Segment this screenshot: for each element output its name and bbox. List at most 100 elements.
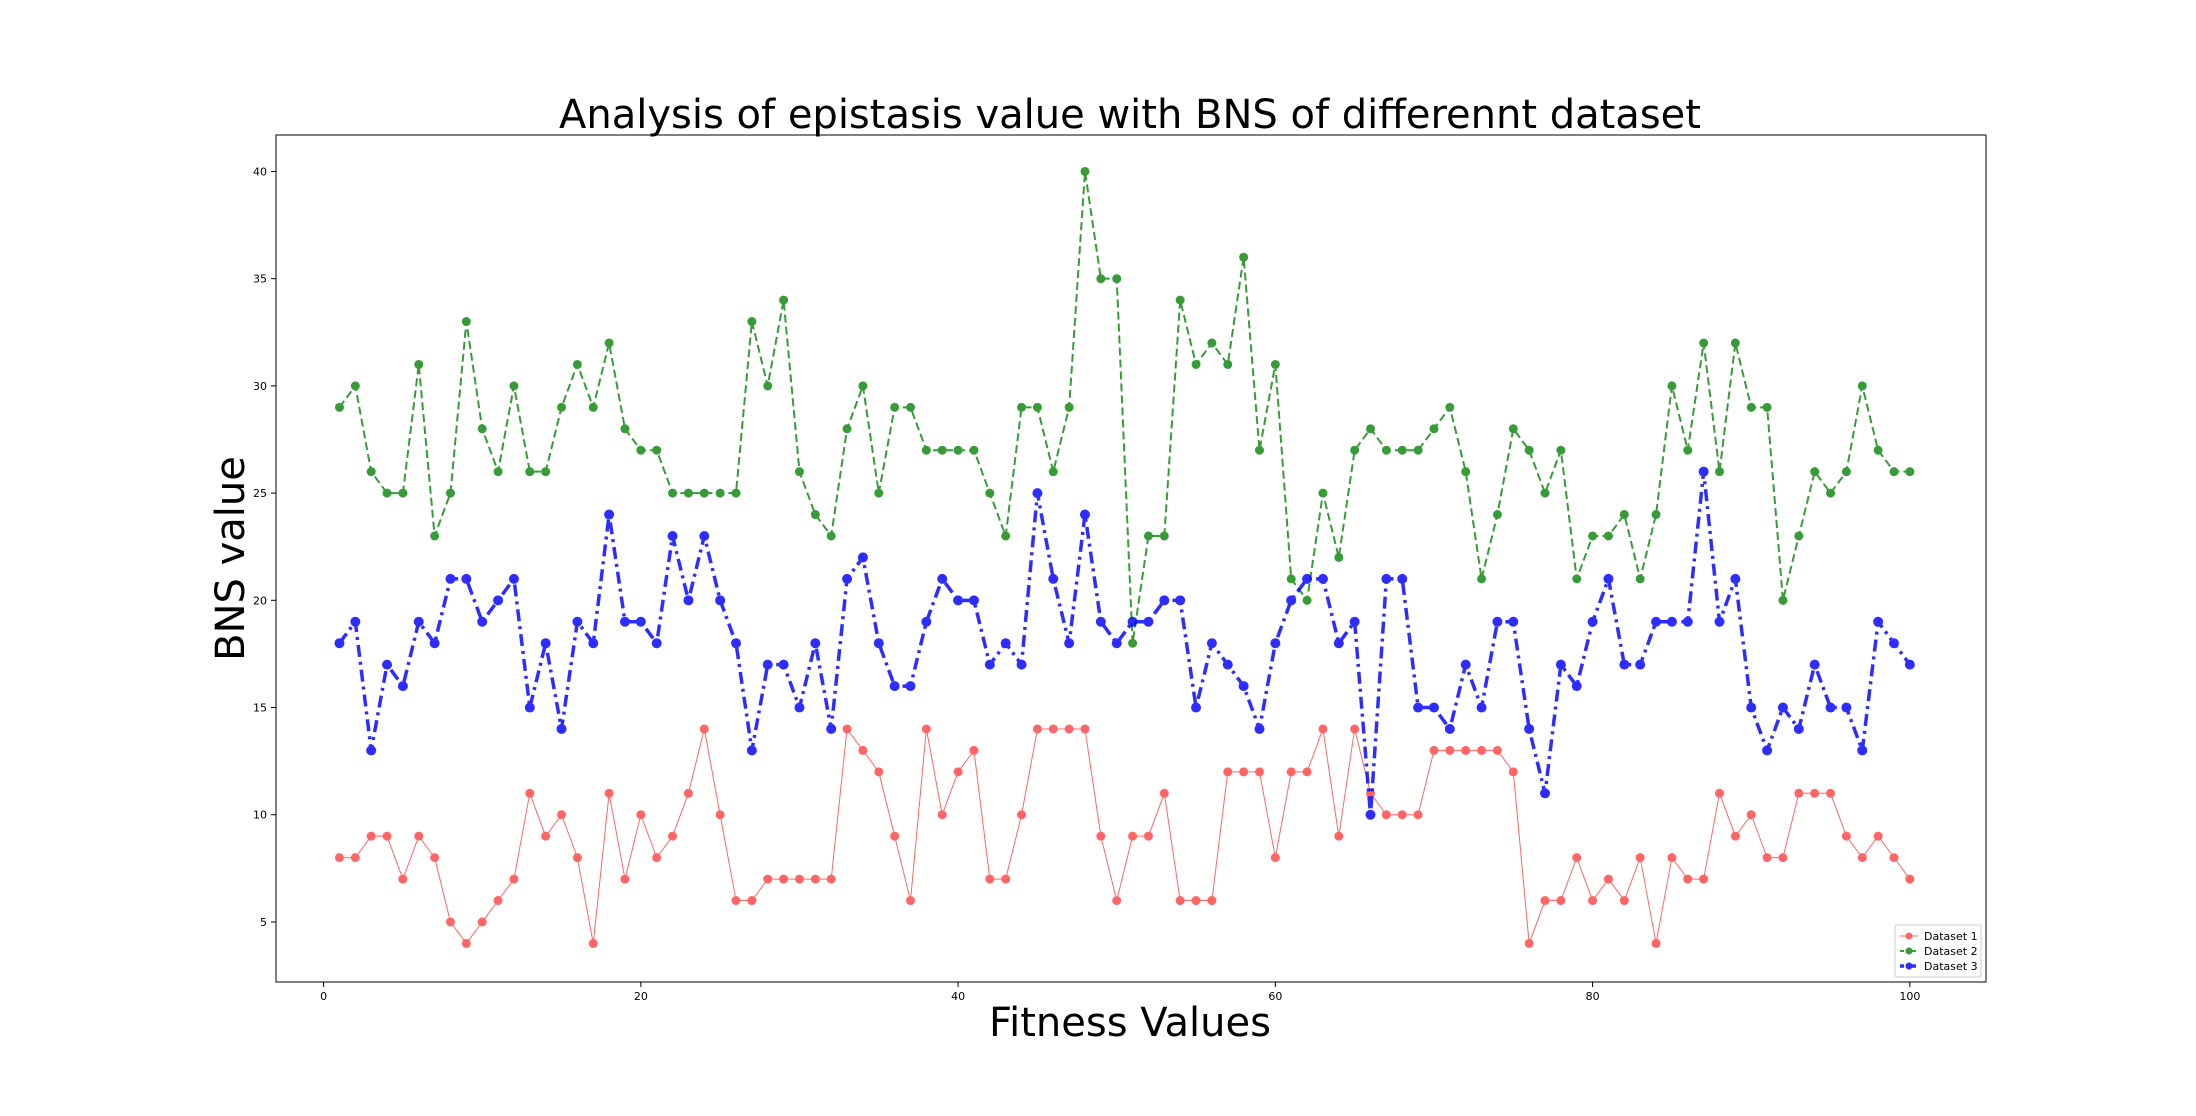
data-point (651, 638, 662, 649)
data-point (1746, 702, 1757, 713)
data-point (477, 917, 487, 927)
data-point (1730, 338, 1740, 348)
data-point (1460, 659, 1471, 670)
data-point (1429, 745, 1439, 755)
data-point (493, 896, 503, 906)
data-point (1826, 788, 1836, 798)
data-point (1239, 252, 1249, 262)
data-point (1096, 831, 1106, 841)
data-point (525, 467, 535, 477)
data-point (588, 938, 598, 948)
data-point (350, 616, 361, 627)
data-point (890, 402, 900, 412)
data-point (1461, 467, 1471, 477)
data-point (1270, 359, 1280, 369)
x-tick-label: 80 (1586, 990, 1600, 1003)
data-point (1254, 767, 1264, 777)
legend-label: Dataset 3 (1924, 960, 1978, 973)
data-point (1762, 853, 1772, 863)
y-tick-label: 25 (253, 487, 267, 500)
data-point (1365, 809, 1376, 820)
data-point (810, 510, 820, 520)
data-point (1254, 723, 1265, 734)
data-point (1699, 874, 1709, 884)
x-axis: 0 20 40 60 80 100 (320, 982, 1920, 1003)
data-point (1112, 274, 1122, 284)
data-point (715, 595, 726, 606)
data-point (778, 659, 789, 670)
data-point (1381, 810, 1391, 820)
data-point (572, 359, 582, 369)
data-point (953, 445, 963, 455)
data-point (1239, 767, 1249, 777)
data-point (1128, 831, 1138, 841)
data-point (1699, 338, 1709, 348)
data-point (1635, 853, 1645, 863)
data-point (731, 488, 741, 498)
data-point (477, 424, 487, 434)
data-point (525, 788, 535, 798)
data-point (937, 810, 947, 820)
data-point (1571, 681, 1582, 692)
data-point (1905, 874, 1915, 884)
data-point (1428, 702, 1439, 713)
data-point (842, 573, 853, 584)
data-point (1857, 853, 1867, 863)
data-point (969, 445, 979, 455)
data-point (762, 659, 773, 670)
data-point (794, 467, 804, 477)
data-point (1112, 896, 1122, 906)
data-point (636, 445, 646, 455)
x-tick-label: 0 (320, 990, 327, 1003)
data-point (557, 810, 567, 820)
data-point (1302, 767, 1312, 777)
data-point (1317, 573, 1328, 584)
data-point (1080, 724, 1090, 734)
data-point (1587, 616, 1598, 627)
data-point (1476, 702, 1487, 713)
data-point (652, 853, 662, 863)
data-point (794, 702, 805, 713)
data-point (715, 488, 725, 498)
data-point (1810, 467, 1820, 477)
series-3 (334, 466, 1915, 820)
data-point (1079, 509, 1090, 520)
data-point (683, 595, 694, 606)
y-tick-label: 20 (253, 594, 267, 607)
data-point (1048, 467, 1058, 477)
data-point (683, 788, 693, 798)
data-point (524, 702, 535, 713)
data-point (1508, 767, 1518, 777)
data-point (1477, 574, 1487, 584)
data-point (1159, 531, 1169, 541)
data-point (1477, 745, 1487, 755)
data-point (1017, 810, 1027, 820)
legend: Dataset 1 Dataset 2 Dataset 3 (1894, 924, 1982, 978)
data-point (493, 595, 504, 606)
data-point (1064, 724, 1074, 734)
series-line (339, 728, 1911, 944)
data-point (1413, 702, 1424, 713)
data-point (1730, 831, 1740, 841)
data-point (1445, 402, 1455, 412)
data-point (1794, 788, 1804, 798)
data-point (906, 896, 916, 906)
data-point (604, 338, 614, 348)
data-point (1746, 810, 1756, 820)
data-point (493, 467, 503, 477)
data-point (890, 831, 900, 841)
data-point (509, 381, 519, 391)
data-point (874, 767, 884, 777)
data-point (858, 381, 868, 391)
data-point (1095, 616, 1106, 627)
data-point (1508, 424, 1518, 434)
data-point (1778, 595, 1788, 605)
data-point (541, 831, 551, 841)
data-point (636, 810, 646, 820)
data-point (1841, 831, 1851, 841)
data-point (826, 531, 836, 541)
data-point (969, 745, 979, 755)
data-point (1143, 531, 1153, 541)
data-point (1572, 574, 1582, 584)
data-point (779, 874, 789, 884)
